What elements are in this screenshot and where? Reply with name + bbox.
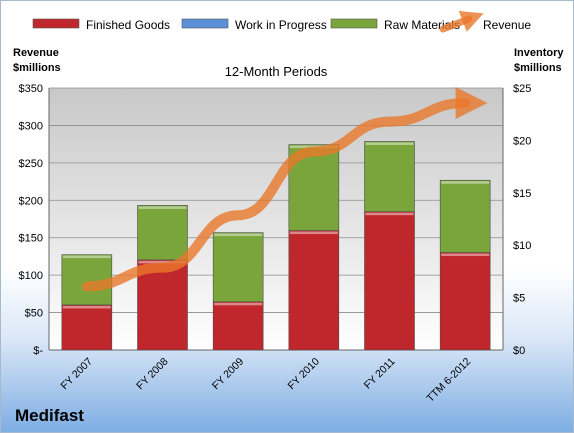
bar-finished-goods [212,301,264,351]
x-tick-label: TTM 6-2012 [424,356,473,405]
chart-title: 12-Month Periods [225,64,328,79]
bar-highlight [365,212,414,216]
bar-finished-goods [137,259,188,351]
right-axis-tick-label: $5 [513,293,525,305]
x-tick-label: FY 2009 [210,356,247,393]
bar-highlight [62,305,111,309]
right-axis-tick-label: $10 [513,240,531,252]
left-axis-tick-label: $250 [19,158,43,170]
bar-raw-materials [364,141,415,212]
left-axis-title: $millions [13,62,61,74]
bar-highlight [365,142,414,145]
right-axis-tick-label: $25 [513,83,531,95]
right-axis-title: Inventory [514,47,564,59]
bar-highlight [441,253,490,257]
left-axis-tick-label: $50 [25,308,43,320]
bar-highlight [214,302,263,306]
legend-swatch-raw-materials [330,18,378,29]
bar-raw-materials [137,205,188,261]
bar-highlight [289,231,338,235]
x-tick-label: FY 2011 [362,356,398,392]
bar-highlight [138,260,187,264]
left-axis-tick-label: $300 [19,120,43,132]
left-axis-tick-label: $350 [19,83,43,95]
bar-raw-materials [439,179,491,253]
legend-swatch-finished-goods [32,18,80,29]
bar-finished-goods [364,211,415,351]
left-axis-tick-label: $- [33,345,43,357]
legend-swatch-work-in-progress [181,18,229,29]
x-tick-label: FY 2008 [134,356,171,393]
left-axis-tick-label: $150 [19,233,43,245]
right-axis-tick-label: $0 [513,345,525,357]
left-axis-title: Revenue [13,47,59,59]
legend-label: Finished Goods [86,18,170,32]
bar-finished-goods [439,252,491,351]
revenue-line [81,86,488,292]
plot-area [49,88,503,350]
bar-highlight [138,206,187,209]
bar-raw-materials [212,232,264,303]
right-axis-title: $millions [514,62,562,74]
legend-label: Work in Progress [235,18,327,32]
bar-highlight [441,181,490,184]
legend-label: Revenue [483,18,531,32]
bar-finished-goods [288,230,340,351]
legend-swatch-revenue [439,10,484,33]
company-name: Medifast [15,406,84,425]
bar-finished-goods [61,304,113,351]
bar-highlight [214,233,263,237]
right-axis-tick-label: $20 [513,135,531,147]
x-tick-label: FY 2010 [286,356,323,393]
right-axis-tick-label: $15 [513,188,531,200]
bar-raw-materials [288,144,340,231]
x-tick-label: FY 2007 [59,356,96,393]
bar-highlight [62,255,111,259]
left-axis-tick-label: $100 [19,270,43,282]
left-axis-tick-label: $200 [19,195,43,207]
